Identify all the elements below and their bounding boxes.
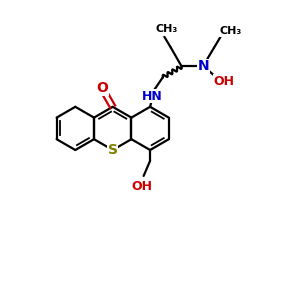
Text: OH: OH — [131, 180, 152, 193]
Text: CH₃: CH₃ — [155, 24, 178, 34]
Text: S: S — [108, 143, 118, 157]
Text: N: N — [197, 59, 209, 74]
Text: OH: OH — [214, 75, 235, 88]
Text: O: O — [96, 81, 108, 95]
Text: CH₃: CH₃ — [219, 26, 242, 36]
Text: HN: HN — [142, 89, 162, 103]
